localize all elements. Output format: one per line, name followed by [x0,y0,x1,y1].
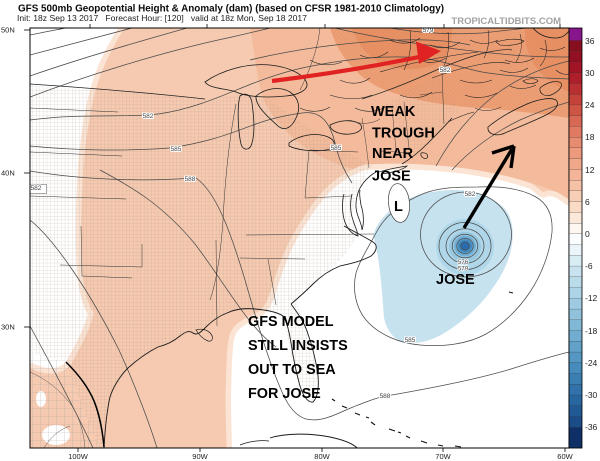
svg-text:0: 0 [585,229,590,239]
svg-text:NEAR: NEAR [372,146,414,162]
svg-text:12: 12 [585,165,595,175]
svg-text:585: 585 [405,337,416,344]
svg-text:36: 36 [585,36,595,46]
svg-text:-12: -12 [585,293,598,303]
svg-text:JOSE: JOSE [436,272,475,288]
svg-text:JOSE: JOSE [372,169,411,185]
svg-text:100W: 100W [68,452,89,461]
svg-text:STILL INSISTS: STILL INSISTS [248,338,348,354]
svg-text:582: 582 [143,113,154,120]
svg-text:576: 576 [458,259,469,266]
svg-text:Init: 18z Sep 13 2017 Foreca: Init: 18z Sep 13 2017 Forecast Hour: [12… [17,13,307,23]
svg-text:GFS 500mb Geopotential Height: GFS 500mb Geopotential Height & Anomaly … [18,4,444,15]
svg-text:588: 588 [185,176,196,183]
svg-text:582: 582 [31,185,42,192]
svg-text:80W: 80W [314,452,330,461]
svg-text:30N: 30N [1,323,15,332]
svg-text:-30: -30 [585,390,598,400]
svg-text:50N: 50N [1,26,15,35]
svg-text:70W: 70W [435,452,451,461]
svg-text:FOR JOSE: FOR JOSE [248,386,321,402]
svg-text:582: 582 [440,67,451,74]
svg-text:588: 588 [380,393,391,400]
svg-text:6: 6 [585,197,590,207]
svg-text:579: 579 [423,27,434,34]
svg-text:WEAK: WEAK [371,104,416,120]
svg-text:585: 585 [171,146,182,153]
svg-text:TROUGH: TROUGH [372,126,435,142]
svg-text:-36: -36 [585,422,598,432]
svg-text:GFS MODEL: GFS MODEL [248,314,334,330]
svg-text:24: 24 [585,100,595,110]
svg-text:579: 579 [458,266,469,273]
svg-text:L: L [394,199,403,215]
svg-text:90W: 90W [192,452,208,461]
svg-text:OUT TO SEA: OUT TO SEA [248,362,336,378]
svg-text:18: 18 [585,132,595,142]
svg-text:-18: -18 [585,326,598,336]
svg-text:-6: -6 [585,261,593,271]
svg-text:-24: -24 [585,358,598,368]
svg-text:585: 585 [331,145,342,152]
svg-text:582: 582 [465,191,476,198]
svg-text:40N: 40N [1,169,15,178]
svg-text:60W: 60W [557,452,573,461]
svg-text:TROPICALTIDBITS.COM: TROPICALTIDBITS.COM [451,16,561,27]
svg-text:30: 30 [585,68,595,78]
